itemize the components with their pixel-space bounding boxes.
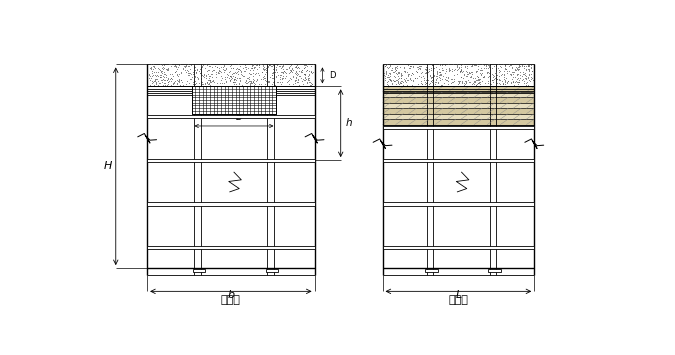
Bar <box>147 246 315 249</box>
Text: h: h <box>345 118 352 128</box>
Bar <box>383 65 535 86</box>
Bar <box>383 97 535 103</box>
Bar <box>383 103 535 108</box>
Bar <box>383 126 535 129</box>
Bar <box>383 92 535 97</box>
Bar <box>383 119 535 125</box>
Bar <box>425 269 438 272</box>
Bar <box>383 158 535 162</box>
Text: 侧面图: 侧面图 <box>448 295 468 305</box>
Bar <box>147 158 315 162</box>
Text: 断面图: 断面图 <box>221 295 241 305</box>
Bar <box>383 202 535 206</box>
Bar <box>147 115 315 118</box>
Bar <box>383 246 535 249</box>
Bar <box>488 269 501 272</box>
Text: B: B <box>236 112 242 122</box>
Bar <box>192 86 276 114</box>
Bar <box>147 65 315 86</box>
Bar <box>383 86 535 92</box>
Text: H: H <box>104 161 112 171</box>
Bar <box>266 269 279 272</box>
Bar <box>383 108 535 114</box>
Text: D: D <box>329 71 335 80</box>
Bar <box>192 269 205 272</box>
Bar <box>383 86 535 125</box>
Bar <box>192 86 276 114</box>
Bar <box>383 114 535 119</box>
Bar <box>147 202 315 206</box>
Text: L: L <box>455 290 462 300</box>
Text: b: b <box>227 290 234 300</box>
